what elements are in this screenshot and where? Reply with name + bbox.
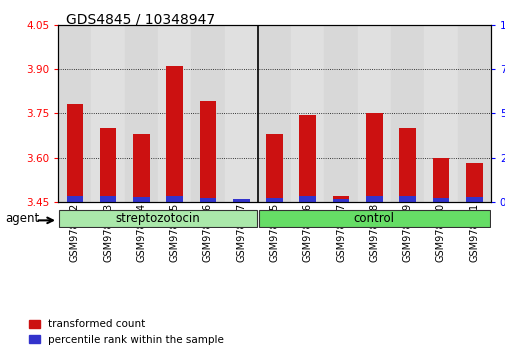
Bar [59, 210, 257, 227]
Bar [357, 25, 390, 202]
Legend: transformed count, percentile rank within the sample: transformed count, percentile rank withi… [25, 315, 228, 349]
Bar [133, 134, 149, 202]
Bar [465, 197, 482, 202]
Text: GDS4845 / 10348947: GDS4845 / 10348947 [66, 12, 215, 27]
Bar [125, 25, 158, 202]
Bar [432, 198, 448, 202]
Bar [299, 115, 316, 202]
Bar [299, 196, 316, 202]
Bar [423, 25, 457, 202]
Bar [398, 196, 415, 202]
Bar [166, 66, 183, 202]
Text: control: control [353, 212, 394, 225]
Bar [465, 164, 482, 202]
Bar [166, 196, 183, 202]
Bar [58, 25, 91, 202]
Bar [365, 113, 382, 202]
Text: agent: agent [5, 212, 39, 225]
Bar [99, 196, 116, 202]
Bar [133, 197, 149, 202]
Bar [232, 199, 249, 202]
Bar [66, 104, 83, 202]
Bar [199, 102, 216, 202]
Bar [332, 199, 348, 202]
Bar [266, 198, 282, 202]
Bar [224, 25, 258, 202]
Bar [232, 200, 249, 202]
Bar [290, 25, 324, 202]
Bar [324, 25, 357, 202]
Bar [432, 158, 448, 202]
Bar [199, 198, 216, 202]
Bar [390, 25, 423, 202]
Bar [266, 134, 282, 202]
Bar [398, 128, 415, 202]
Bar [191, 25, 224, 202]
Bar [332, 196, 348, 202]
Bar [91, 25, 125, 202]
Bar [66, 196, 83, 202]
Bar [258, 25, 290, 202]
Bar [258, 210, 489, 227]
Bar [457, 25, 490, 202]
Bar [99, 128, 116, 202]
Bar [158, 25, 191, 202]
Bar [365, 196, 382, 202]
Text: streptozotocin: streptozotocin [116, 212, 200, 225]
